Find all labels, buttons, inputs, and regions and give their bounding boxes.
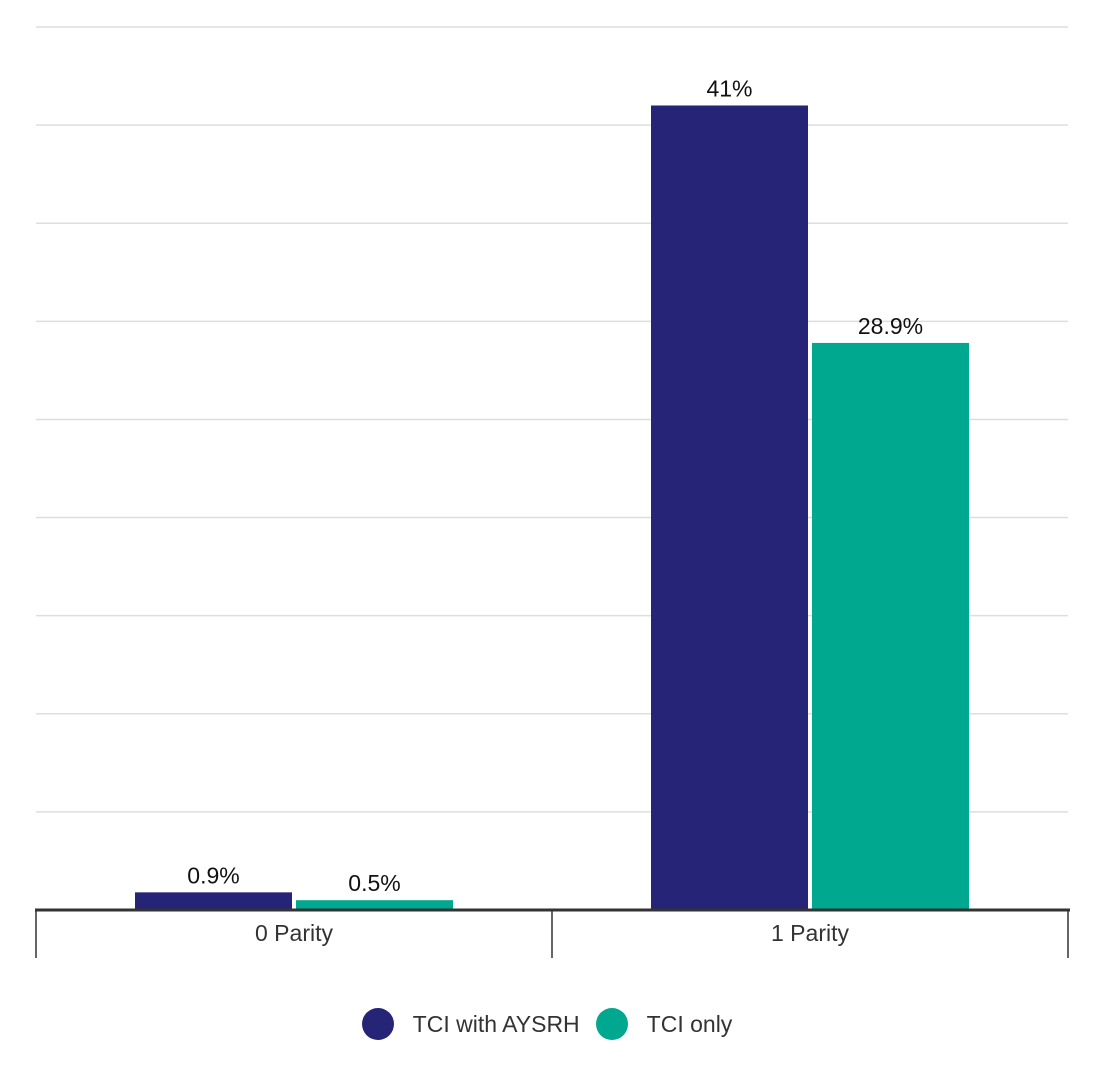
legend-swatch-tci-only xyxy=(595,1008,628,1040)
legend-item-tci-with-aysrh[interactable]: TCI with AYSRH xyxy=(361,1008,580,1040)
data-label: 0.9% xyxy=(187,862,239,888)
legend-swatch-tci-with-aysrh xyxy=(361,1008,394,1040)
x-tick-label: 0 Parity xyxy=(255,920,333,946)
bar-tci-with-aysrh[interactable] xyxy=(135,892,292,910)
x-axis: 0 Parity 1 Parity xyxy=(35,908,1070,958)
data-label: 28.9% xyxy=(858,313,923,339)
bar-chart: 0.9% 0.5% 41% 28.9% 0 Parity 1 Parity xyxy=(35,26,1070,958)
legend-label: TCI only xyxy=(646,1010,733,1037)
legend-label: TCI with AYSRH xyxy=(412,1010,580,1037)
bar-tci-with-aysrh[interactable] xyxy=(651,105,808,910)
bar-tci-only[interactable] xyxy=(296,900,453,910)
legend-item-tci-only[interactable]: TCI only xyxy=(595,1008,733,1040)
bar-tci-only[interactable] xyxy=(812,342,969,910)
data-labels: 0.9% 0.5% 41% 28.9% xyxy=(187,75,923,896)
bars xyxy=(135,105,969,910)
legend: TCI with AYSRH TCI only xyxy=(0,1005,1094,1043)
data-label: 41% xyxy=(706,75,752,101)
x-tick-label: 1 Parity xyxy=(771,920,849,946)
data-label: 0.5% xyxy=(348,870,400,896)
gridlines xyxy=(36,26,1068,813)
